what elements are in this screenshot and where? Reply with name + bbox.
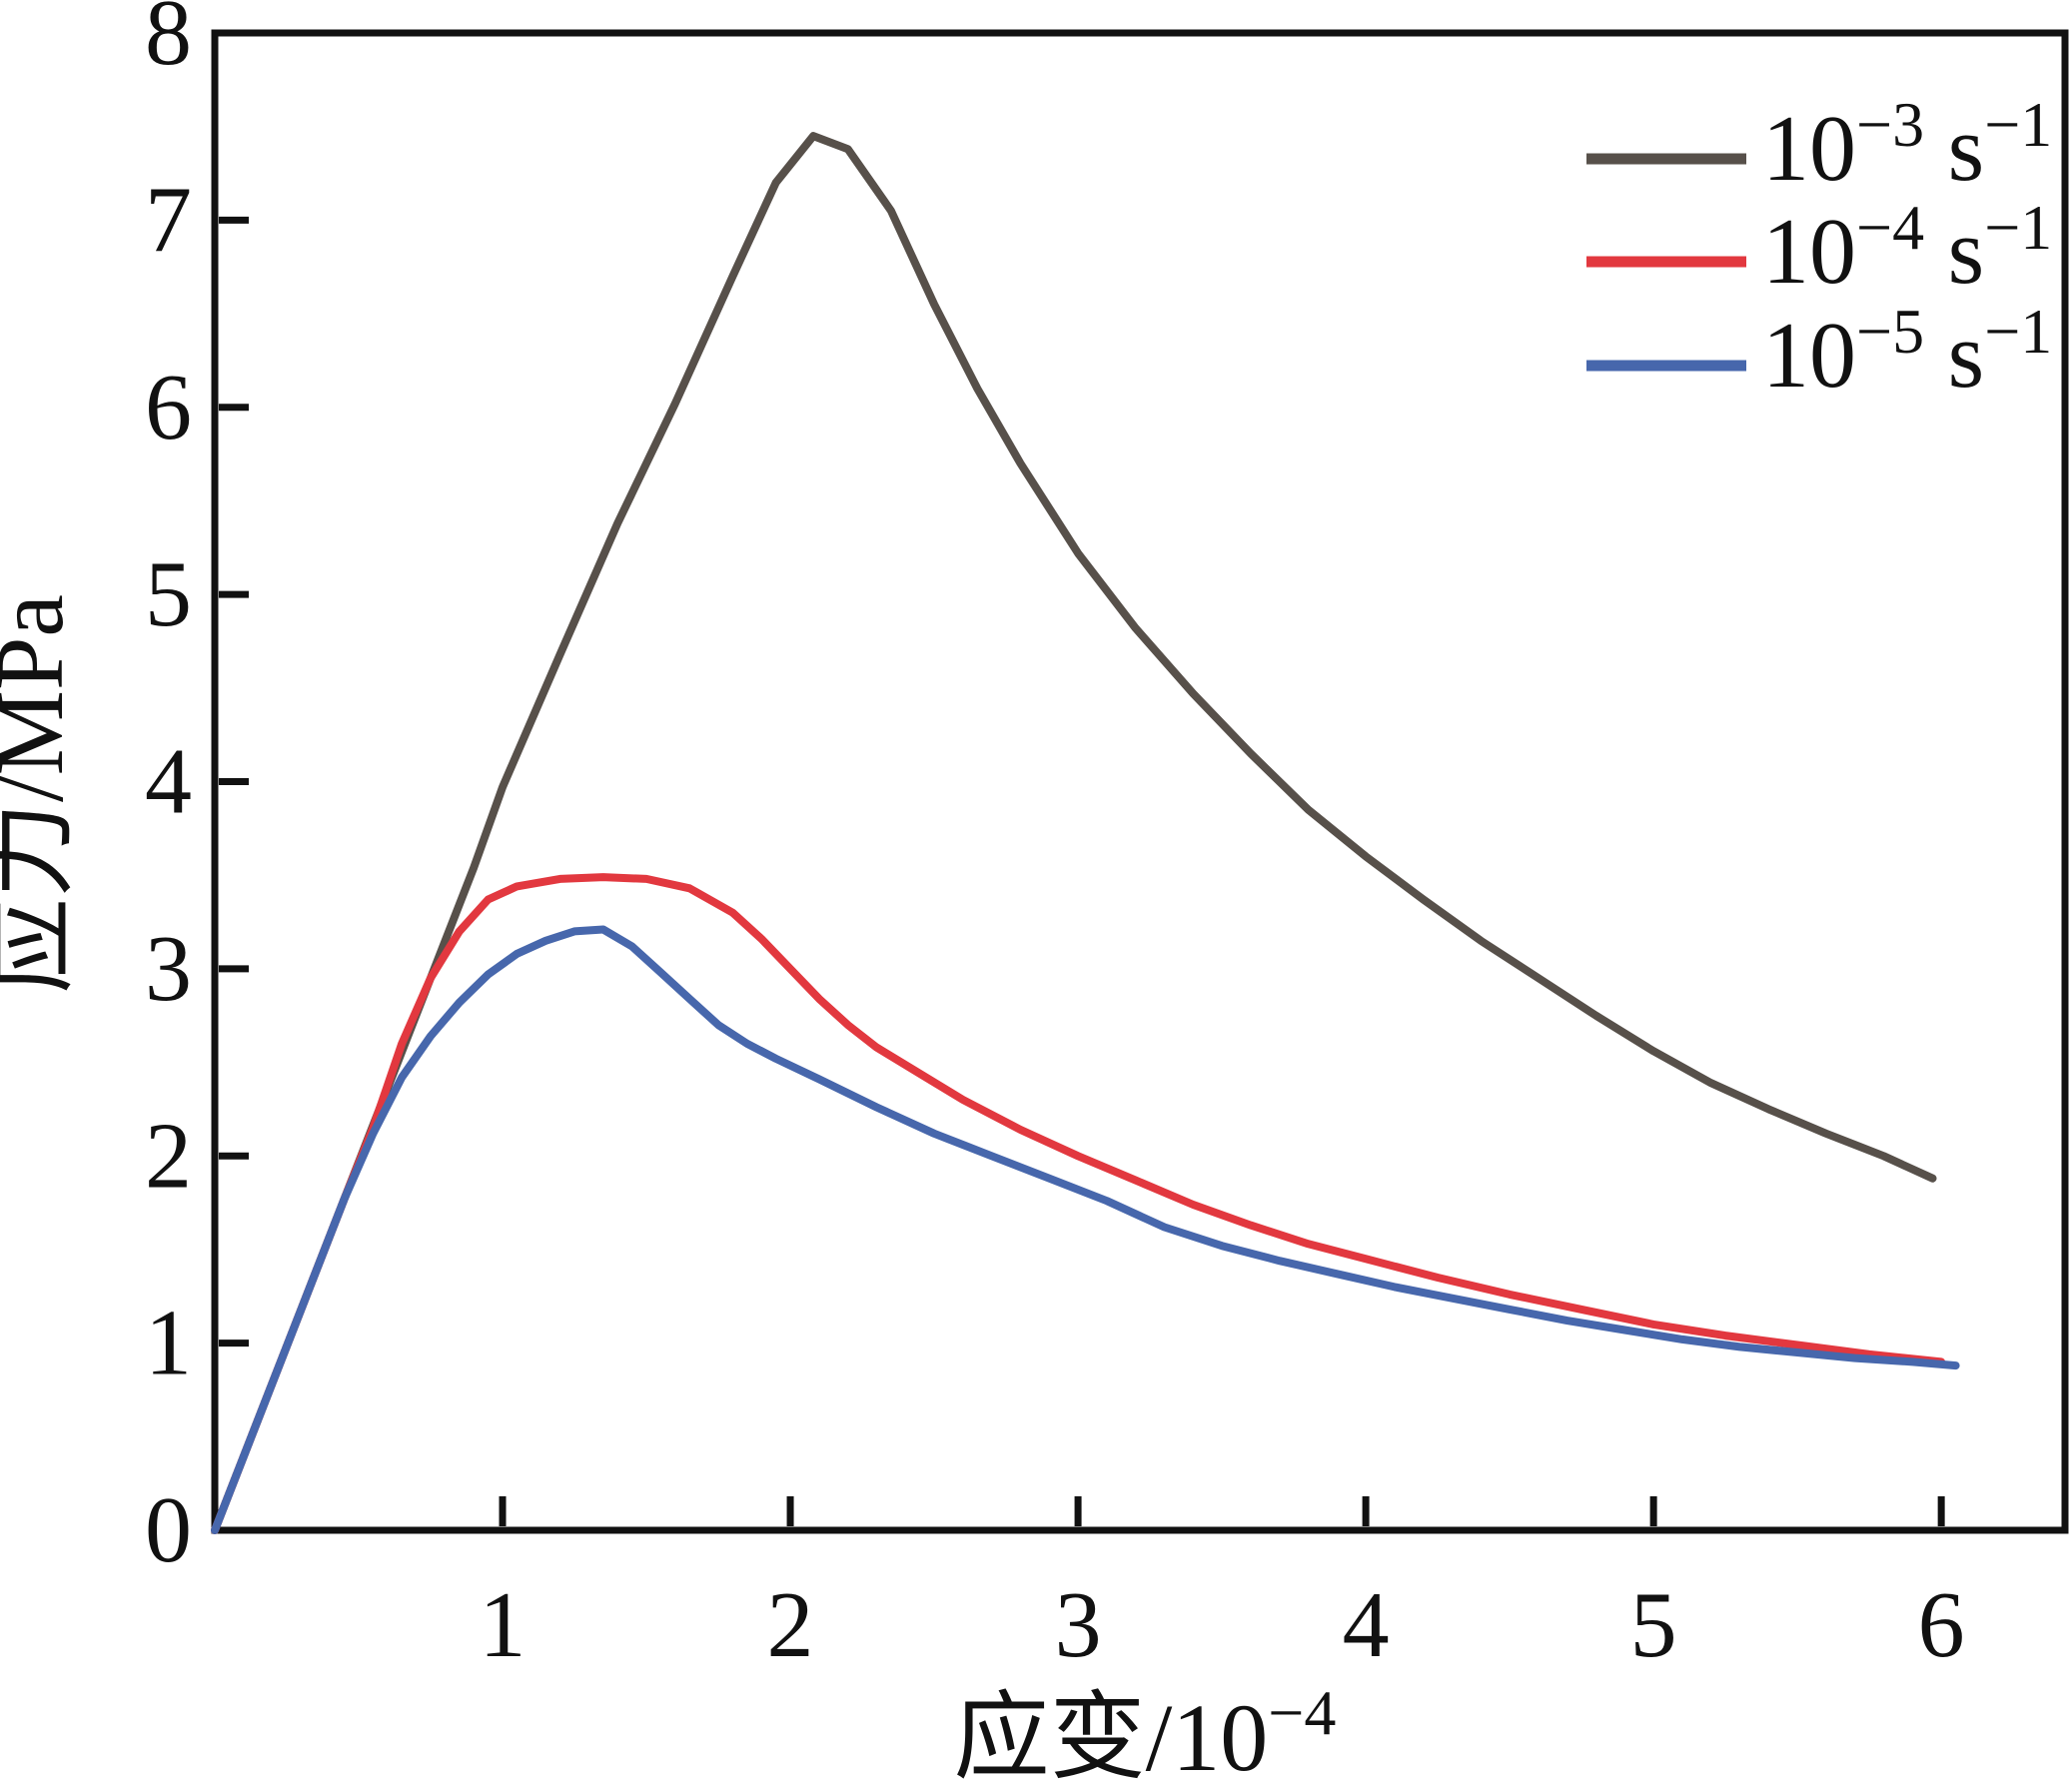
curve-strain-rate-1e-3 <box>211 132 1937 1534</box>
x-tick-label: 2 <box>767 1573 814 1677</box>
y-tick-label: 1 <box>145 1292 192 1395</box>
curve-strain-rate-1e-5 <box>211 925 1960 1534</box>
y-tick-label: 2 <box>145 1104 192 1208</box>
curves-layer <box>211 132 1960 1534</box>
legend-label-strain-rate-1e-4: 10−4 s−1 <box>1762 192 2052 304</box>
ticks-layer: 1 2 3 4 5 6 0 1 2 3 4 5 6 7 8 <box>145 0 1965 1677</box>
y-tick-label: 5 <box>145 542 192 646</box>
x-tick-label: 1 <box>480 1573 526 1677</box>
x-axis-label-exponent: −4 <box>1268 1677 1336 1748</box>
x-tick-label: 5 <box>1630 1573 1677 1677</box>
x-tick-label: 3 <box>1055 1573 1102 1677</box>
x-tick-label: 4 <box>1343 1573 1390 1677</box>
x-axis-label: 应变/10−4 <box>954 1677 1337 1781</box>
y-tick-label: 4 <box>145 730 192 834</box>
x-axis-label-base: 应变/10 <box>954 1684 1269 1781</box>
y-tick-label: 8 <box>145 0 192 85</box>
y-tick-label: 0 <box>145 1478 192 1582</box>
y-tick-label: 3 <box>145 917 192 1021</box>
y-axis-label: 应力/MPa <box>0 594 83 994</box>
x-tick-label: 6 <box>1918 1573 1965 1677</box>
legend-label-strain-rate-1e-5: 10−5 s−1 <box>1762 296 2052 408</box>
plot-frame <box>211 29 2069 1534</box>
y-tick-label: 6 <box>145 356 192 459</box>
curve-strain-rate-1e-4 <box>211 873 1946 1534</box>
legend-label-strain-rate-1e-3: 10−3 s−1 <box>1762 89 2052 201</box>
legend: 10−3 s−110−4 s−110−5 s−1 <box>1586 89 2052 408</box>
y-tick-label: 7 <box>145 168 192 272</box>
